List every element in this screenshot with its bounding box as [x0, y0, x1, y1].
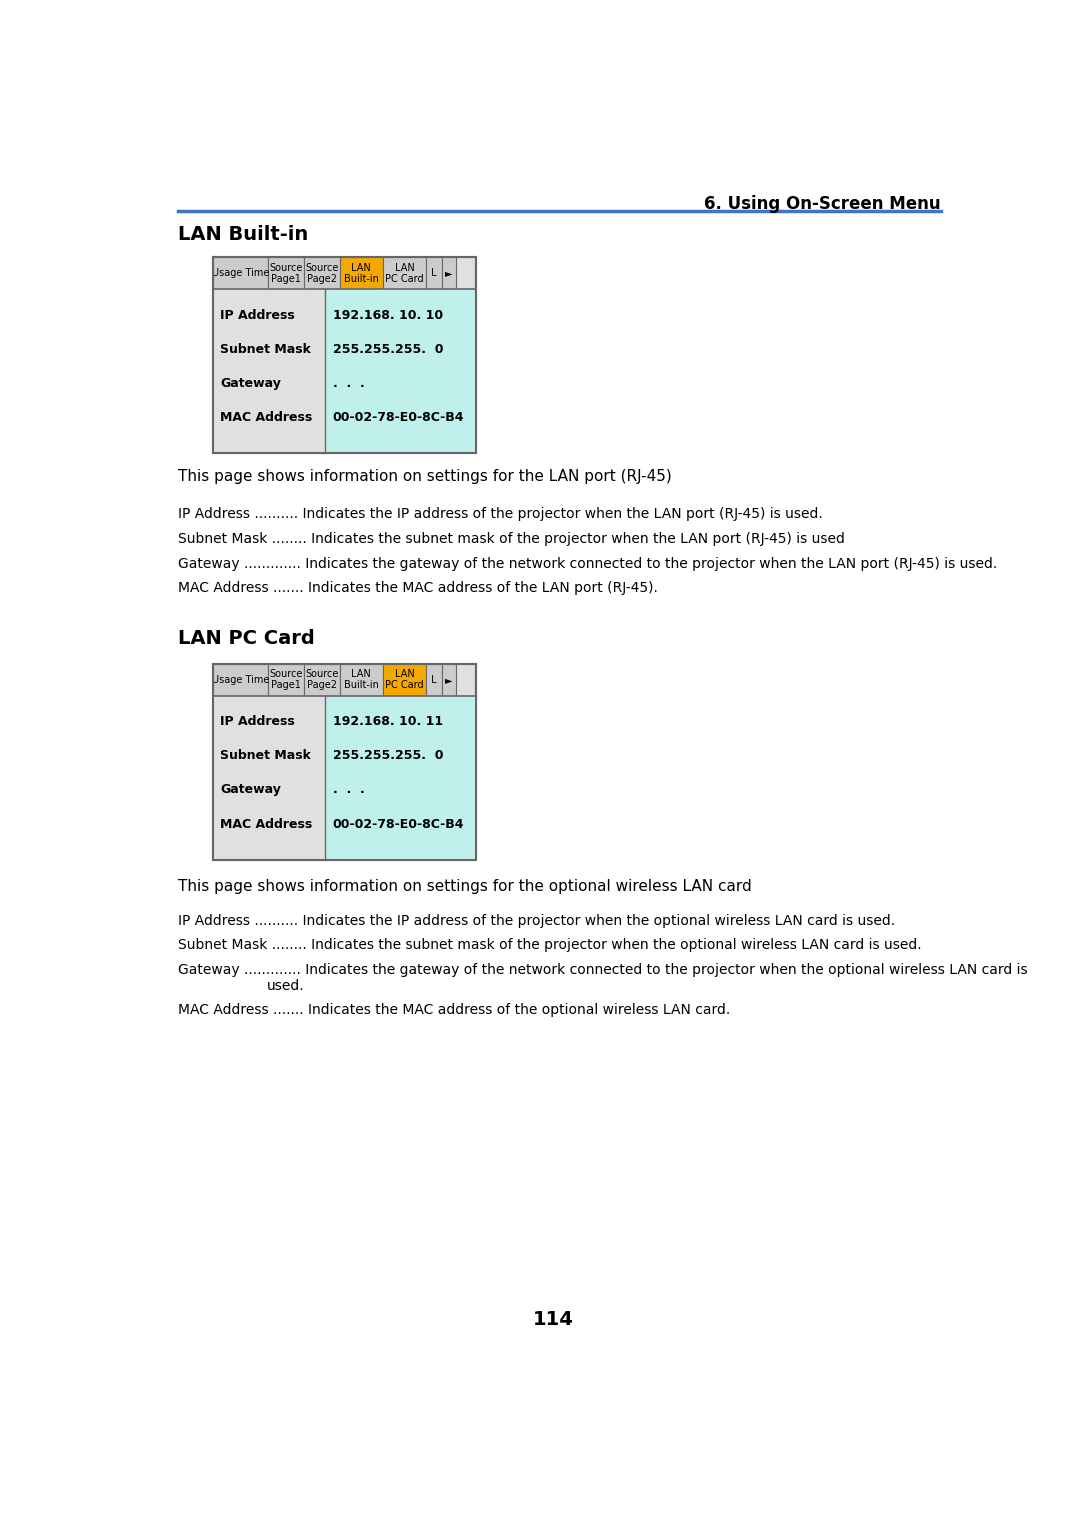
Text: .  .  .: . . . — [333, 377, 364, 389]
Text: Source
Page2: Source Page2 — [305, 262, 338, 284]
Text: 6. Using On-Screen Menu: 6. Using On-Screen Menu — [704, 195, 941, 214]
Text: 00-02-78-E0-8C-B4: 00-02-78-E0-8C-B4 — [333, 818, 464, 830]
Text: MAC Address ....... Indicates the MAC address of the optional wireless LAN card.: MAC Address ....... Indicates the MAC ad… — [177, 1003, 730, 1018]
Bar — [213, 664, 476, 861]
Text: 255.255.255.  0: 255.255.255. 0 — [333, 749, 443, 761]
Text: LAN
Built-in: LAN Built-in — [343, 670, 379, 690]
Text: Subnet Mask ........ Indicates the subnet mask of the projector when the optiona: Subnet Mask ........ Indicates the subne… — [177, 938, 921, 952]
Text: .  .  .: . . . — [333, 783, 364, 797]
Text: 114: 114 — [534, 1309, 573, 1329]
Bar — [339, 664, 383, 696]
Text: Source
Page1: Source Page1 — [269, 262, 302, 284]
Bar — [303, 664, 339, 696]
Text: IP Address .......... Indicates the IP address of the projector when the LAN por: IP Address .......... Indicates the IP a… — [177, 507, 822, 522]
Bar — [442, 664, 456, 696]
Bar — [303, 256, 339, 290]
Text: IP Address: IP Address — [220, 716, 295, 728]
Text: Gateway ............. Indicates the gateway of the network connected to the proj: Gateway ............. Indicates the gate… — [177, 963, 1027, 977]
Text: Usage Time: Usage Time — [212, 674, 269, 685]
Text: Subnet Mask: Subnet Mask — [220, 343, 311, 356]
Text: L: L — [431, 674, 437, 685]
Text: Source
Page2: Source Page2 — [305, 670, 338, 690]
Bar — [213, 290, 325, 453]
Bar — [339, 256, 383, 290]
Bar — [213, 696, 325, 861]
Bar — [213, 256, 476, 453]
Text: LAN PC Card: LAN PC Card — [177, 629, 314, 649]
Bar — [213, 256, 268, 290]
Text: Subnet Mask ........ Indicates the subnet mask of the projector when the LAN por: Subnet Mask ........ Indicates the subne… — [177, 533, 845, 546]
Text: MAC Address: MAC Address — [220, 410, 312, 424]
Text: Gateway: Gateway — [220, 783, 281, 797]
Text: 192.168. 10. 10: 192.168. 10. 10 — [333, 308, 443, 322]
Bar — [213, 256, 476, 453]
Bar — [268, 256, 303, 290]
Text: Gateway: Gateway — [220, 377, 281, 389]
Text: L: L — [431, 269, 437, 278]
Bar — [442, 256, 456, 290]
Text: LAN
Built-in: LAN Built-in — [343, 262, 379, 284]
Text: ►: ► — [445, 269, 453, 278]
Text: 192.168. 10. 11: 192.168. 10. 11 — [333, 716, 443, 728]
Text: 00-02-78-E0-8C-B4: 00-02-78-E0-8C-B4 — [333, 410, 464, 424]
Text: used.: used. — [267, 978, 305, 992]
Text: This page shows information on settings for the LAN port (RJ-45): This page shows information on settings … — [177, 468, 672, 484]
Bar — [325, 290, 476, 453]
Text: LAN
PC Card: LAN PC Card — [386, 262, 424, 284]
Bar — [325, 696, 476, 861]
Text: IP Address .......... Indicates the IP address of the projector when the optiona: IP Address .......... Indicates the IP a… — [177, 914, 894, 928]
Bar — [268, 664, 303, 696]
Text: Source
Page1: Source Page1 — [269, 670, 302, 690]
Bar — [383, 256, 427, 290]
Text: Usage Time: Usage Time — [212, 269, 269, 278]
Text: 255.255.255.  0: 255.255.255. 0 — [333, 343, 443, 356]
Text: MAC Address: MAC Address — [220, 818, 312, 830]
Bar — [383, 664, 427, 696]
Text: Gateway ............. Indicates the gateway of the network connected to the proj: Gateway ............. Indicates the gate… — [177, 557, 997, 571]
Bar — [213, 664, 268, 696]
Text: LAN
PC Card: LAN PC Card — [386, 670, 424, 690]
Text: LAN Built-in: LAN Built-in — [177, 224, 308, 244]
Text: Subnet Mask: Subnet Mask — [220, 749, 311, 761]
Bar — [213, 664, 476, 861]
Text: This page shows information on settings for the optional wireless LAN card: This page shows information on settings … — [177, 879, 752, 894]
Bar — [427, 664, 442, 696]
Bar — [427, 256, 442, 290]
Text: ►: ► — [445, 674, 453, 685]
Text: MAC Address ....... Indicates the MAC address of the LAN port (RJ-45).: MAC Address ....... Indicates the MAC ad… — [177, 581, 658, 595]
Text: IP Address: IP Address — [220, 308, 295, 322]
